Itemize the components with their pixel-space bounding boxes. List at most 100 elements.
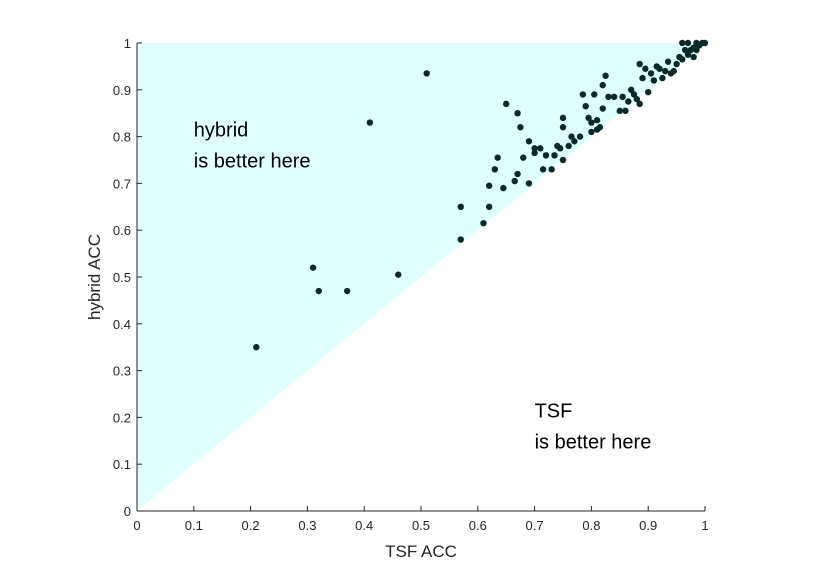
data-point — [593, 117, 601, 124]
data-point — [366, 119, 374, 126]
y-tick-label: 0.3 — [113, 364, 131, 379]
data-point — [693, 46, 700, 54]
data-point — [656, 65, 663, 72]
x-tick-label: 0.6 — [469, 518, 487, 533]
region-annotation: TSF is better here — [535, 400, 652, 453]
data-point — [511, 177, 518, 185]
data-point — [647, 70, 655, 77]
data-point — [591, 91, 598, 98]
data-point — [503, 100, 510, 108]
data-point — [457, 236, 464, 243]
y-tick-label: 0.2 — [113, 410, 131, 425]
data-point — [525, 138, 533, 145]
data-point — [253, 344, 260, 351]
data-point — [681, 46, 689, 54]
data-point — [500, 184, 507, 192]
data-point — [684, 39, 692, 47]
data-point — [585, 114, 592, 122]
x-tick-label: 0.4 — [355, 518, 373, 533]
data-point — [701, 39, 709, 47]
y-tick-label: 0.1 — [113, 457, 131, 472]
data-point — [485, 203, 493, 210]
data-point — [588, 128, 595, 136]
y-axis-ticks: 0 0.1 0.2 0.3 0.4 0.5 0.6 0.7 0.8 0.9 1 — [113, 36, 142, 519]
data-point — [616, 107, 623, 115]
data-point — [679, 39, 686, 47]
data-point — [610, 93, 618, 101]
data-point — [639, 74, 646, 82]
annotation-line: hybrid — [194, 120, 248, 142]
data-point — [576, 133, 584, 140]
x-tick-label: 0.3 — [298, 518, 316, 533]
data-point — [633, 95, 641, 103]
x-tick-label: 0.1 — [185, 518, 203, 533]
data-point — [650, 77, 658, 84]
data-point — [537, 145, 544, 152]
data-point — [662, 67, 669, 75]
x-tick-label: 0.8 — [582, 518, 600, 533]
data-point — [525, 180, 533, 187]
x-tick-label: 0.5 — [412, 518, 430, 533]
data-point — [642, 65, 649, 72]
data-point — [542, 152, 550, 159]
data-point — [673, 60, 680, 68]
data-point — [494, 154, 501, 161]
data-point — [520, 154, 527, 161]
data-point — [679, 56, 686, 63]
y-tick-label: 0 — [124, 504, 131, 519]
data-point — [622, 107, 629, 115]
data-point — [579, 91, 587, 98]
data-point — [670, 67, 677, 75]
annotations: hybrid is better here TSF is better here — [194, 120, 652, 454]
data-point — [556, 145, 564, 152]
y-tick-label: 0.6 — [113, 223, 131, 238]
data-point — [625, 98, 632, 105]
data-point — [559, 114, 567, 122]
data-point — [588, 119, 595, 126]
data-point — [531, 149, 538, 157]
data-point — [517, 124, 524, 131]
y-tick-label: 0.4 — [113, 317, 131, 332]
x-tick-label: 0.2 — [242, 518, 260, 533]
data-point — [309, 264, 317, 271]
annotation-line: is better here — [194, 151, 311, 173]
data-point — [627, 86, 635, 94]
data-point — [599, 81, 606, 89]
data-point — [531, 145, 538, 152]
y-tick-label: 0.7 — [113, 176, 131, 191]
data-point — [480, 219, 487, 227]
data-point — [548, 166, 555, 173]
x-tick-label: 1 — [701, 518, 708, 533]
annotation-line: is better here — [535, 431, 652, 453]
y-axis-label: hybrid ACC — [85, 234, 104, 320]
x-tick-label: 0 — [133, 518, 140, 533]
data-point — [619, 93, 626, 101]
data-point — [568, 133, 575, 140]
data-point — [485, 182, 493, 189]
data-point — [395, 271, 402, 278]
data-point — [539, 166, 547, 173]
data-point — [636, 100, 643, 108]
data-point — [630, 91, 638, 98]
data-point — [315, 287, 322, 295]
data-points — [253, 39, 709, 351]
data-point — [551, 152, 558, 159]
x-tick-label: 0.7 — [526, 518, 544, 533]
data-point — [514, 170, 521, 178]
data-point — [605, 93, 612, 101]
data-point — [645, 88, 652, 96]
y-tick-label: 0.9 — [113, 83, 131, 98]
data-point — [599, 105, 606, 112]
data-point — [457, 203, 464, 210]
x-axis-ticks: 0 0.1 0.2 0.3 0.4 0.5 0.6 0.7 0.8 0.9 1 — [133, 506, 709, 533]
data-point — [571, 138, 578, 145]
y-tick-label: 0.8 — [113, 130, 131, 145]
region-annotation: hybrid is better here — [194, 120, 311, 173]
data-point — [664, 58, 672, 65]
x-axis-label: TSF ACC — [385, 542, 457, 561]
data-point — [636, 60, 643, 68]
data-point — [559, 156, 567, 164]
data-point — [582, 102, 589, 110]
x-tick-label: 0.9 — [639, 518, 657, 533]
